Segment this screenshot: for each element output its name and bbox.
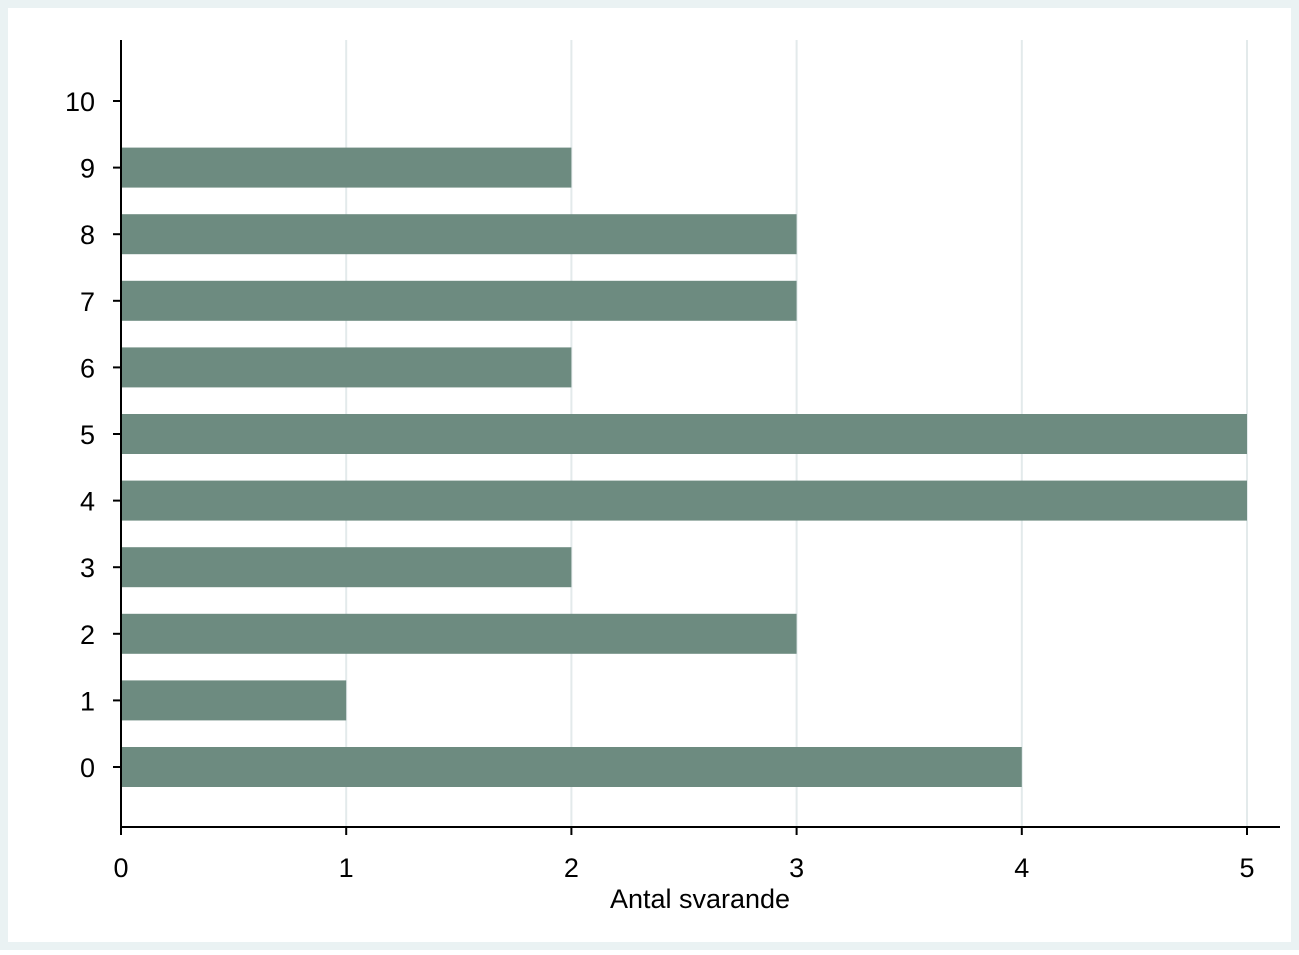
x-tick-label: 2 [564,853,579,883]
y-tick-label: 6 [80,353,95,383]
x-tick-label: 0 [113,853,128,883]
y-tick-label: 0 [80,753,95,783]
y-tick-label: 10 [65,87,95,117]
y-tick-label: 8 [80,220,95,250]
y-tick-label: 5 [80,420,95,450]
bar [121,347,572,388]
x-tick-label: 5 [1239,853,1254,883]
y-tick-label: 4 [80,487,95,517]
x-tick-label: 1 [339,853,354,883]
x-axis-label: Antal svarande [610,884,790,914]
bar [121,414,1247,454]
bar [121,214,797,255]
x-tick-label: 3 [789,853,804,883]
bar [121,747,1022,787]
bar [121,147,572,188]
y-tick-label: 9 [80,154,95,184]
axes: 0 1 2 3 4 5 0 1 2 3 4 5 6 7 8 9 10 [65,40,1280,883]
bar [121,680,347,721]
bars [121,147,1247,787]
bar [121,480,1247,521]
y-tick-label: 7 [80,287,95,317]
y-tick-label: 1 [80,686,95,716]
bar [121,280,797,321]
bar [121,547,572,588]
y-tick-label: 3 [80,553,95,583]
bar [121,613,797,654]
x-tick-label: 4 [1014,853,1029,883]
y-tick-label: 2 [80,620,95,650]
